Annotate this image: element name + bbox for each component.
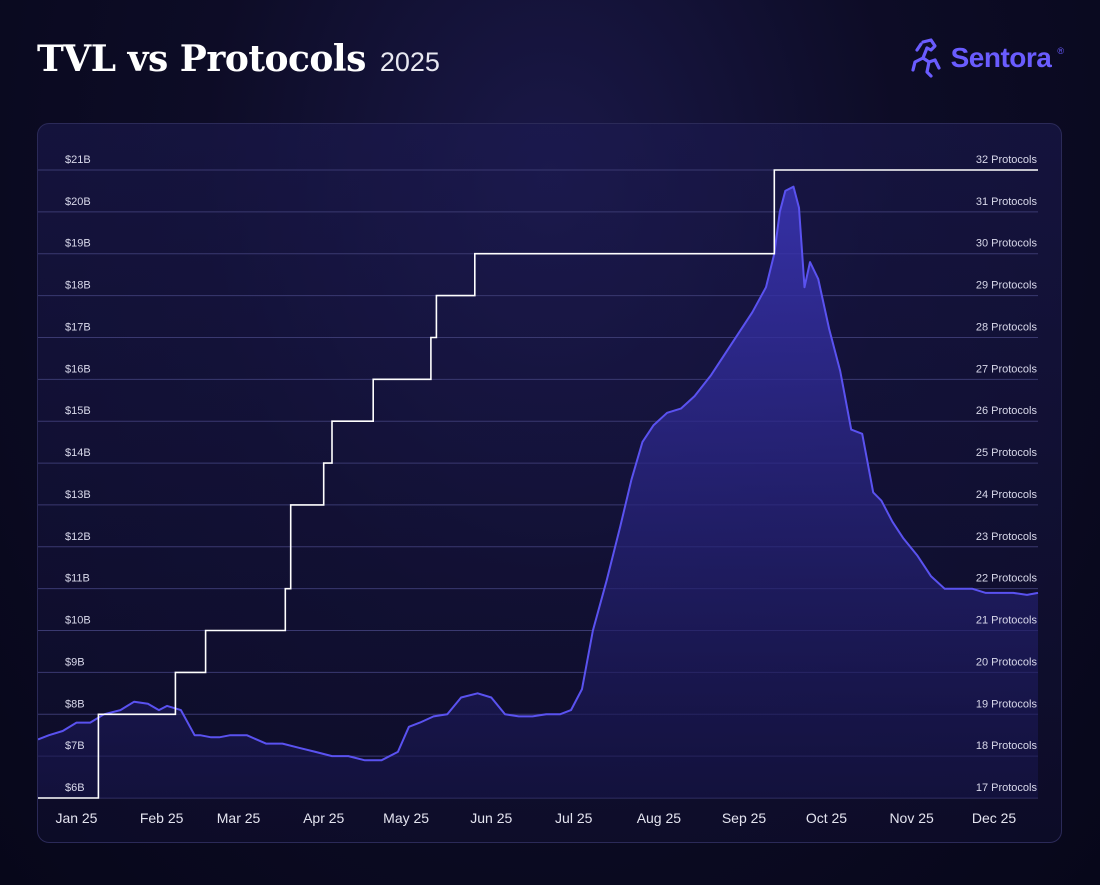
- brand-logo: Sentora ®: [909, 38, 1064, 78]
- y-left-tick-label: $10B: [65, 615, 91, 627]
- x-tick-label: May 25: [383, 810, 429, 826]
- chart-title: TVL vs Protocols: [37, 38, 366, 80]
- tvl-line: [38, 185, 1039, 762]
- chart-card: $6B $7B $8B $9B $10B $11B $12B $13B $14B $15B $16B…: [37, 123, 1062, 843]
- y-right-tick-label: 25 Protocols: [976, 447, 1038, 459]
- x-tick-label: Oct 25: [806, 810, 847, 826]
- y-left-tick-label: $21B: [65, 154, 91, 166]
- y-left-tick-label: $19B: [65, 238, 91, 250]
- tvl-protocols-chart: $6B $7B $8B $9B $10B $11B $12B $13B $14B $15B $16B…: [38, 154, 1039, 826]
- y-left-tick-label: $15B: [65, 405, 91, 417]
- y-right-tick-label: 17 Protocols: [976, 782, 1038, 794]
- y-left-tick-label: $9B: [65, 656, 85, 668]
- y-left-tick-label: $11B: [65, 573, 90, 585]
- y-right-tick-label: 22 Protocols: [976, 573, 1038, 585]
- y-right-tick-label: 32 Protocols: [976, 154, 1038, 166]
- y-left-tick-label: $17B: [65, 321, 91, 333]
- chart-subtitle: 2025: [379, 47, 440, 77]
- y-right-tick-label: 26 Protocols: [976, 405, 1038, 417]
- y-right-tick-label: 28 Protocols: [976, 321, 1038, 333]
- y-right-tick-label: 27 Protocols: [976, 363, 1038, 375]
- x-tick-label: Apr 25: [303, 810, 344, 826]
- protocols-step: [38, 169, 1038, 799]
- y-axis-labels: $6B $7B $8B $9B $10B $11B $12B $13B $14B $15B $16B…: [65, 154, 1037, 794]
- y-right-tick-label: 23 Protocols: [976, 531, 1038, 543]
- y-right-tick-label: 18 Protocols: [976, 740, 1038, 752]
- y-left-tick-label: $20B: [65, 196, 91, 208]
- y-left-tick-label: $12B: [65, 531, 91, 543]
- x-tick-label: Feb 25: [140, 810, 184, 826]
- y-right-tick-label: 31 Protocols: [976, 196, 1038, 208]
- y-left-tick-label: $7B: [65, 740, 85, 752]
- y-right-tick-label: 21 Protocols: [976, 615, 1038, 627]
- x-tick-label: Jul 25: [555, 810, 593, 826]
- y-right-tick-label: 19 Protocols: [976, 698, 1038, 710]
- protocols-step-line: [38, 169, 1038, 799]
- tvl-area-fill: [38, 186, 1038, 798]
- sentora-horse-icon: [911, 38, 941, 78]
- x-axis-labels: Jan 25 Feb 25 Mar 25 Apr 25 May 25 Jun 25 Jul …: [55, 810, 1016, 826]
- tvl-area: [38, 185, 1039, 798]
- brand-registered-mark: ®: [1057, 46, 1064, 56]
- chart-header: TVL vs Protocols 2025: [37, 38, 440, 80]
- x-tick-label: Dec 25: [972, 810, 1017, 826]
- x-tick-label: Aug 25: [637, 810, 682, 826]
- y-right-tick-label: 29 Protocols: [976, 280, 1038, 292]
- x-tick-label: Jun 25: [470, 810, 512, 826]
- y-left-tick-label: $13B: [65, 489, 91, 501]
- y-right-tick-label: 30 Protocols: [976, 238, 1038, 250]
- x-tick-label: Sep 25: [722, 810, 767, 826]
- y-left-tick-label: $18B: [65, 280, 91, 292]
- y-left-tick-label: $16B: [65, 363, 91, 375]
- y-right-tick-label: 24 Protocols: [976, 489, 1038, 501]
- x-tick-label: Jan 25: [55, 810, 97, 826]
- brand-name: Sentora: [950, 42, 1052, 73]
- y-right-tick-label: 20 Protocols: [976, 656, 1038, 668]
- x-tick-label: Nov 25: [889, 810, 934, 826]
- y-left-tick-label: $8B: [65, 698, 85, 710]
- y-left-tick-label: $6B: [65, 782, 85, 794]
- x-tick-label: Mar 25: [217, 810, 261, 826]
- y-left-tick-label: $14B: [65, 447, 91, 459]
